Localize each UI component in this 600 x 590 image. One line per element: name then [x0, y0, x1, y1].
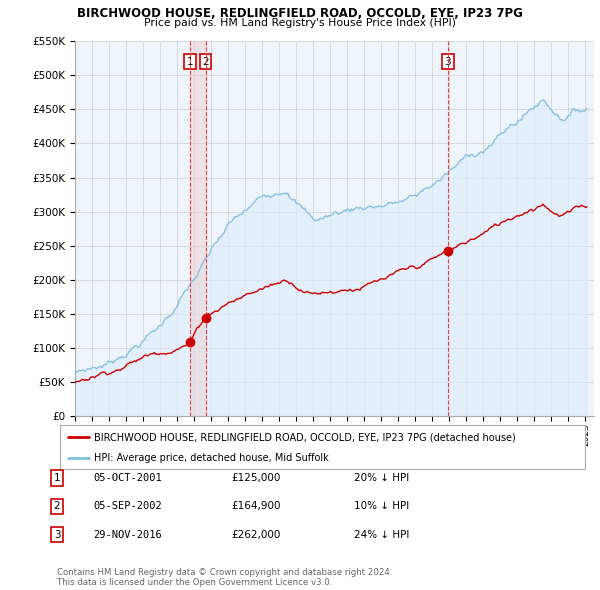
- Text: 05-SEP-2002: 05-SEP-2002: [93, 502, 162, 511]
- Text: 29-NOV-2016: 29-NOV-2016: [93, 530, 162, 539]
- Text: 05-OCT-2001: 05-OCT-2001: [93, 473, 162, 483]
- Bar: [190, 41, 206, 416]
- Text: 3: 3: [445, 57, 451, 67]
- Text: Price paid vs. HM Land Registry's House Price Index (HPI): Price paid vs. HM Land Registry's House …: [144, 18, 456, 28]
- Text: £164,900: £164,900: [231, 502, 281, 511]
- Text: 1: 1: [187, 57, 193, 67]
- Text: Contains HM Land Registry data © Crown copyright and database right 2024.
This d: Contains HM Land Registry data © Crown c…: [57, 568, 392, 587]
- Text: 3: 3: [53, 530, 61, 539]
- Text: 2: 2: [53, 502, 61, 511]
- Text: 1: 1: [53, 473, 61, 483]
- Text: 24% ↓ HPI: 24% ↓ HPI: [354, 530, 409, 539]
- Text: 20% ↓ HPI: 20% ↓ HPI: [354, 473, 409, 483]
- Text: 2: 2: [202, 57, 209, 67]
- Text: 10% ↓ HPI: 10% ↓ HPI: [354, 502, 409, 511]
- Text: HPI: Average price, detached house, Mid Suffolk: HPI: Average price, detached house, Mid …: [94, 453, 329, 463]
- Text: BIRCHWOOD HOUSE, REDLINGFIELD ROAD, OCCOLD, EYE, IP23 7PG (detached house): BIRCHWOOD HOUSE, REDLINGFIELD ROAD, OCCO…: [94, 432, 516, 442]
- Text: £125,000: £125,000: [231, 473, 280, 483]
- Text: BIRCHWOOD HOUSE, REDLINGFIELD ROAD, OCCOLD, EYE, IP23 7PG: BIRCHWOOD HOUSE, REDLINGFIELD ROAD, OCCO…: [77, 7, 523, 20]
- Text: £262,000: £262,000: [231, 530, 280, 539]
